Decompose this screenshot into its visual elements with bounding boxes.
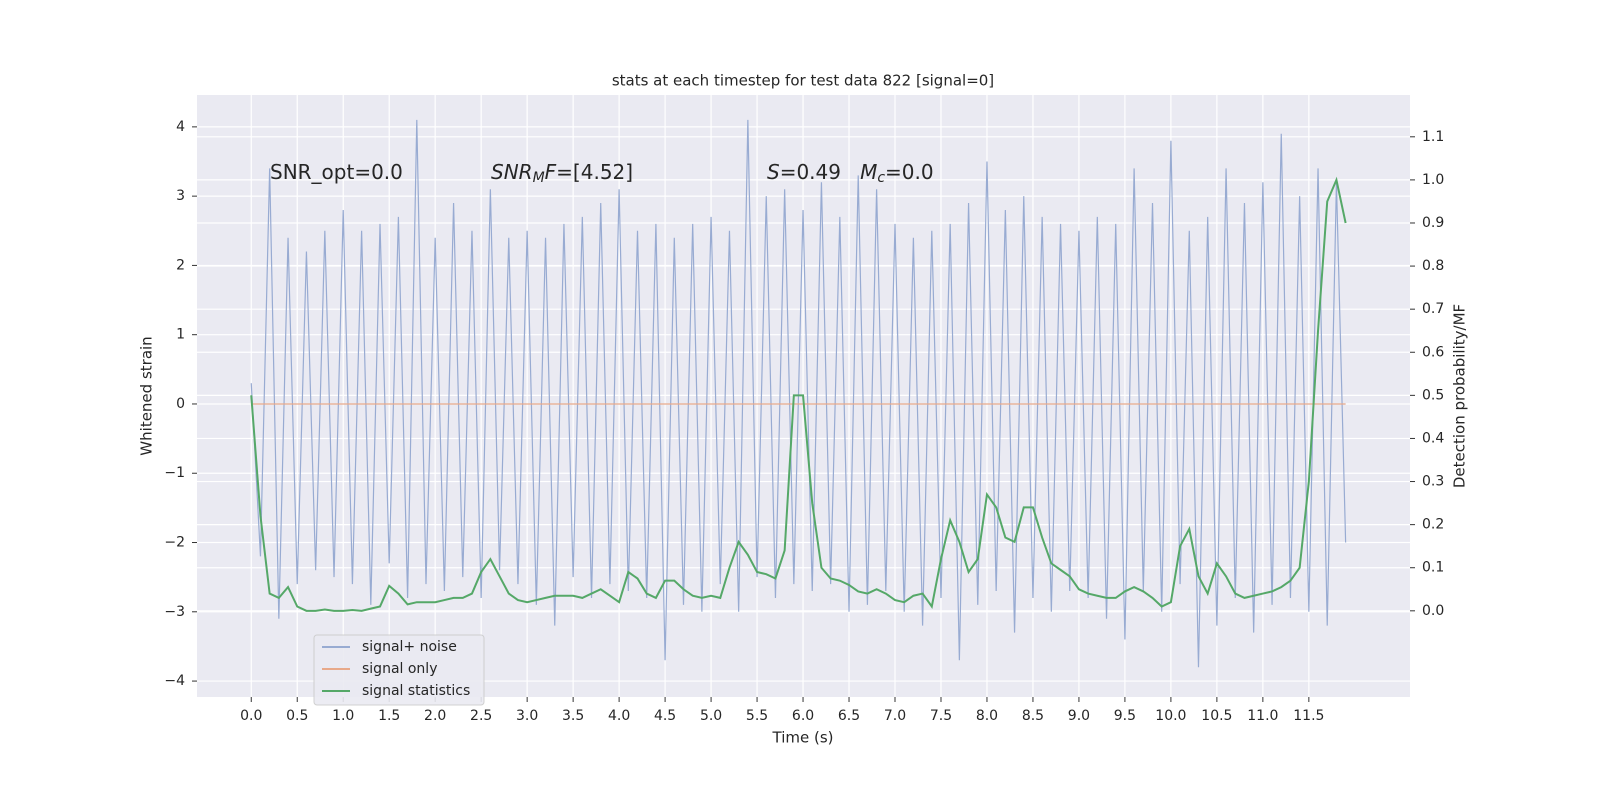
x-tick-label: 7.0 [884, 708, 906, 724]
y-tick-label: 2 [176, 257, 185, 273]
legend-label: signal only [362, 661, 437, 677]
annotation: SNRMF=[4.52] [491, 160, 633, 187]
y-tick-label: 1 [176, 327, 185, 343]
x-tick-label: 11.0 [1247, 708, 1278, 724]
y-tick-label: −2 [164, 535, 185, 551]
y2-tick-label: 0.9 [1422, 215, 1444, 231]
y2-tick-label: 0.0 [1422, 603, 1444, 619]
x-tick-label: 5.5 [746, 708, 768, 724]
annotation-part: M [860, 160, 877, 184]
x-tick-label: 1.5 [378, 708, 400, 724]
annotation-part: =[4.52] [556, 160, 633, 184]
y2-tick-label: 1.1 [1422, 129, 1444, 145]
x-tick-label: 6.5 [838, 708, 860, 724]
x-tick-label: 3.5 [562, 708, 584, 724]
data-line [250, 119, 1347, 668]
y-axis-label: Whitened strain [138, 336, 156, 455]
annotation: SNR_opt=0.0 [270, 160, 403, 184]
x-tick-label: 6.0 [792, 708, 814, 724]
x-axis-label: Time (s) [772, 729, 834, 747]
y-tick-label: 4 [176, 119, 185, 135]
x-tick-label: 10.0 [1155, 708, 1186, 724]
y2-tick-label: 0.3 [1422, 474, 1444, 490]
y2-tick-label: 0.7 [1422, 301, 1444, 317]
annotation-part: =0.0 [885, 160, 934, 184]
legend-label: signal+ noise [362, 639, 457, 655]
y2-tick-label: 0.6 [1422, 344, 1444, 360]
x-tick-label: 8.0 [976, 708, 998, 724]
legend-box [313, 634, 485, 706]
y2-tick-label: 0.2 [1422, 517, 1444, 533]
y2-tick-label: 0.8 [1422, 258, 1444, 274]
x-tick-label: 0.0 [240, 708, 262, 724]
x-tick-label: 2.5 [470, 708, 492, 724]
x-tick-label: 4.0 [608, 708, 630, 724]
annotation-part: =0.49 [780, 160, 860, 184]
x-tick-label: 11.5 [1293, 708, 1324, 724]
y-tick-label: −4 [164, 673, 185, 689]
annotation-part: S [767, 160, 780, 184]
annotation-part: M [533, 170, 545, 186]
x-tick-label: 2.0 [424, 708, 446, 724]
x-tick-label: 0.5 [286, 708, 308, 724]
data-line [250, 176, 1347, 612]
y-tick-label: −1 [164, 465, 185, 481]
annotation: S=0.49 Mc=0.0 [767, 160, 934, 187]
x-tick-label: 3.0 [516, 708, 538, 724]
y-tick-label: 3 [176, 188, 185, 204]
x-tick-label: 9.0 [1068, 708, 1090, 724]
x-tick-label: 10.5 [1201, 708, 1232, 724]
y2-tick-label: 1.0 [1422, 172, 1444, 188]
annotation-part: F [545, 160, 557, 184]
legend-label: signal statistics [362, 683, 470, 699]
x-tick-label: 4.5 [654, 708, 676, 724]
x-tick-label: 1.0 [332, 708, 354, 724]
x-tick-label: 5.0 [700, 708, 722, 724]
x-tick-label: 8.5 [1022, 708, 1044, 724]
y2-tick-label: 0.4 [1422, 430, 1444, 446]
annotation-part: SNR_opt=0.0 [270, 160, 403, 184]
y-tick-label: 0 [176, 396, 185, 412]
annotation-part: c [877, 170, 885, 186]
y2-tick-label: 0.5 [1422, 387, 1444, 403]
y-tick-label: −3 [164, 604, 185, 620]
x-tick-label: 9.5 [1114, 708, 1136, 724]
y2-tick-label: 0.1 [1422, 560, 1444, 576]
chart-title: stats at each timestep for test data 822… [612, 72, 994, 90]
y2-axis-label: Detection probability/MF [1451, 304, 1469, 488]
annotation-part: SNR [491, 160, 533, 184]
x-tick-label: 7.5 [930, 708, 952, 724]
